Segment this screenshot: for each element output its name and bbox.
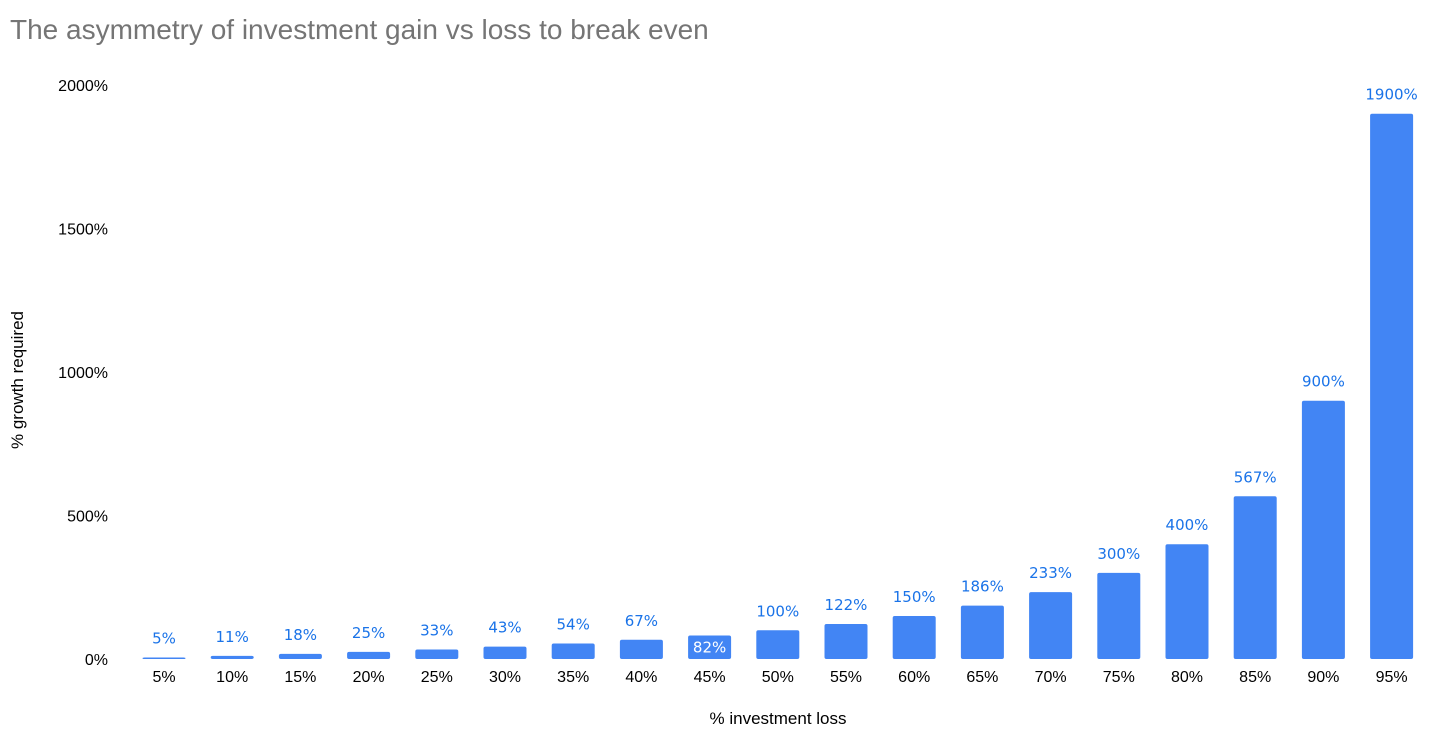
- x-tick-label: 30%: [489, 669, 521, 686]
- bar: [551, 643, 595, 659]
- data-label: 43%: [488, 619, 521, 637]
- x-axis-label: % investment loss: [709, 709, 847, 728]
- x-tick-label: 40%: [625, 669, 657, 686]
- x-tick-label: 65%: [966, 669, 998, 686]
- bar: [619, 639, 663, 659]
- y-tick-label: 1000%: [58, 365, 108, 382]
- data-label: 233%: [1029, 564, 1072, 582]
- bar: [1029, 592, 1073, 659]
- y-tick-label: 2000%: [58, 78, 108, 95]
- data-label: 300%: [1097, 545, 1140, 563]
- data-label: 186%: [961, 578, 1004, 596]
- x-axis-ticks: 5% 10% 15% 20% 25% 30% 35% 40% 45% 50% 55% 60% 65% 70…: [152, 669, 1407, 686]
- x-tick-label: 85%: [1239, 669, 1271, 686]
- data-label: 150%: [893, 588, 936, 606]
- x-tick-label: 95%: [1376, 669, 1408, 686]
- bar: [756, 630, 800, 659]
- x-tick-label: 80%: [1171, 669, 1203, 686]
- x-tick-label: 5%: [152, 669, 175, 686]
- x-tick-label: 75%: [1103, 669, 1135, 686]
- y-axis-ticks: 0% 500% 1000% 1500% 2000%: [58, 78, 108, 669]
- data-label: 5%: [152, 630, 176, 648]
- x-tick-label: 10%: [216, 669, 248, 686]
- data-label: 567%: [1234, 468, 1277, 486]
- bar: [347, 651, 391, 659]
- data-label: 100%: [756, 602, 799, 620]
- x-tick-label: 25%: [421, 669, 453, 686]
- bar: [688, 635, 732, 659]
- data-label: 67%: [625, 612, 658, 630]
- bar: [415, 649, 459, 659]
- bar: [1370, 113, 1414, 659]
- data-label: 54%: [557, 616, 590, 634]
- x-tick-label: 90%: [1307, 669, 1339, 686]
- data-label: 11%: [216, 628, 249, 646]
- bar: [1165, 544, 1209, 659]
- bars: [142, 113, 1414, 659]
- bar: [142, 657, 186, 659]
- bar: [1097, 572, 1141, 659]
- bar: [824, 623, 868, 659]
- x-tick-label: 60%: [898, 669, 930, 686]
- data-label: 82%: [693, 638, 726, 656]
- bar: [1301, 400, 1345, 659]
- bar: [278, 653, 322, 659]
- data-label: 400%: [1166, 516, 1209, 534]
- bar: [210, 655, 254, 659]
- x-tick-label: 15%: [284, 669, 316, 686]
- data-label: 33%: [420, 622, 453, 640]
- x-tick-label: 20%: [353, 669, 385, 686]
- y-tick-label: 500%: [67, 509, 108, 526]
- x-tick-label: 45%: [694, 669, 726, 686]
- bar: [960, 605, 1004, 659]
- data-label: 25%: [352, 624, 385, 642]
- x-tick-label: 55%: [830, 669, 862, 686]
- data-label: 1900%: [1365, 86, 1417, 104]
- bar: [483, 646, 527, 659]
- x-tick-label: 50%: [762, 669, 794, 686]
- chart-title: The asymmetry of investment gain vs loss…: [10, 14, 709, 45]
- bar: [892, 615, 936, 659]
- y-tick-label: 1500%: [58, 222, 108, 239]
- x-tick-label: 70%: [1035, 669, 1067, 686]
- x-tick-label: 35%: [557, 669, 589, 686]
- data-label: 900%: [1302, 373, 1345, 391]
- bar: [1233, 496, 1277, 659]
- data-labels: 5% 11% 18% 25% 33% 43% 54% 67% 82% 100% 122% 150% 18…: [152, 86, 1418, 657]
- data-label: 122%: [825, 596, 868, 614]
- y-tick-label: 0%: [85, 652, 108, 669]
- data-label: 18%: [284, 626, 317, 644]
